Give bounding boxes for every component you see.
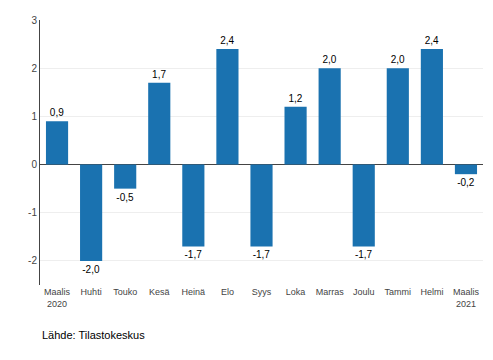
svg-text:0: 0 — [31, 159, 37, 170]
svg-text:-1,7: -1,7 — [185, 249, 203, 260]
svg-text:1: 1 — [31, 111, 37, 122]
svg-text:1,2: 1,2 — [288, 93, 302, 104]
svg-text:-2: -2 — [28, 255, 37, 266]
svg-text:2,4: 2,4 — [425, 35, 439, 46]
svg-text:-0,5: -0,5 — [116, 192, 134, 203]
svg-text:2,0: 2,0 — [322, 54, 336, 65]
svg-text:Syys: Syys — [252, 287, 272, 297]
svg-text:Joulu: Joulu — [353, 287, 375, 297]
svg-text:1,7: 1,7 — [152, 69, 166, 80]
svg-text:0,9: 0,9 — [50, 107, 64, 118]
svg-text:Kesä: Kesä — [149, 287, 170, 297]
svg-text:Elo: Elo — [221, 287, 234, 297]
svg-text:-2,0: -2,0 — [82, 264, 100, 275]
svg-text:Heinä: Heinä — [182, 287, 206, 297]
svg-text:-1,7: -1,7 — [355, 249, 373, 260]
svg-text:Marras: Marras — [316, 287, 345, 297]
svg-text:Lähde: Tilastokeskus: Lähde: Tilastokeskus — [42, 329, 145, 341]
svg-text:-1: -1 — [28, 207, 37, 218]
svg-text:Maalis2020: Maalis2020 — [44, 287, 71, 309]
svg-text:Huhti: Huhti — [81, 287, 102, 297]
svg-text:-1,7: -1,7 — [253, 249, 271, 260]
svg-text:2: 2 — [31, 63, 37, 74]
svg-text:Helmi: Helmi — [420, 287, 443, 297]
svg-text:2,4: 2,4 — [220, 35, 234, 46]
svg-text:3: 3 — [31, 15, 37, 26]
svg-text:Touko: Touko — [113, 287, 137, 297]
svg-text:-0,2: -0,2 — [457, 177, 475, 188]
svg-text:Tammi: Tammi — [385, 287, 412, 297]
svg-text:Loka: Loka — [286, 287, 306, 297]
svg-text:Maalis2021: Maalis2021 — [453, 287, 480, 309]
svg-text:2,0: 2,0 — [391, 54, 405, 65]
